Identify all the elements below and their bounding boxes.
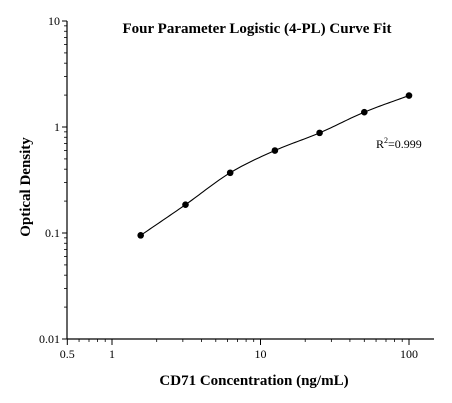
x-tick-labels: 0.5 1 10 100 <box>60 347 418 361</box>
r-squared-superscript: 2 <box>384 136 388 145</box>
x-tick-label: 10 <box>255 347 267 361</box>
y-axis-label: Optical Density <box>18 137 34 237</box>
x-tick-label: 100 <box>400 347 418 361</box>
y-tick-labels: 0.01 0.1 1 10 <box>39 14 60 346</box>
data-point <box>271 147 279 154</box>
x-ticks <box>66 339 410 345</box>
r-squared-annotation: R2=0.999 <box>376 136 422 151</box>
data-point <box>182 201 189 208</box>
x-axis-label: CD71 Concentration (ng/mL) <box>159 373 348 389</box>
data-point <box>137 232 144 239</box>
y-tick-label: 1 <box>54 120 60 134</box>
fit-curve <box>140 95 410 236</box>
data-point <box>226 169 234 177</box>
r-squared-value: =0.999 <box>388 137 422 151</box>
data-point <box>316 129 323 137</box>
y-tick-label: 0.1 <box>45 226 60 240</box>
r-squared-base: R <box>376 137 384 151</box>
data-point <box>405 92 413 99</box>
y-tick-label: 0.01 <box>39 332 60 346</box>
axes <box>66 21 434 340</box>
x-tick-label: 1 <box>109 347 115 361</box>
x-tick-label: 0.5 <box>60 347 75 361</box>
data-points <box>137 92 413 239</box>
y-tick-label: 10 <box>48 14 60 28</box>
data-point <box>361 108 368 116</box>
y-ticks <box>62 20 67 340</box>
chart-title: Four Parameter Logistic (4-PL) Curve Fit <box>123 21 392 37</box>
